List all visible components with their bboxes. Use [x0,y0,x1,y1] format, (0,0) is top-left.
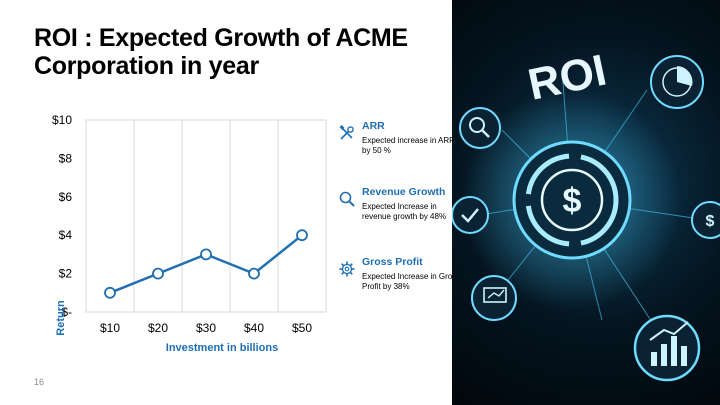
legend-title: Revenue Growth [362,186,446,198]
slide-title: ROI : Expected Growth of ACME Corporatio… [34,24,408,80]
tools-icon [339,125,354,140]
pie-chart-icon [650,55,704,109]
y-tick-label: $6 [59,190,73,204]
y-axis-label: Return [55,300,67,336]
plot-area [85,119,327,313]
x-tick-label: $10 [100,321,120,335]
x-tick-label: $50 [292,321,312,335]
series-line [109,234,303,294]
data-point [104,286,116,299]
roi-illustration: ROI $ $ [452,46,720,382]
y-tick-label: $- [61,305,72,319]
legend-title: Gross Profit [362,256,423,268]
coin-glyph: $ [706,213,715,230]
legend-description: Expected Increase in Gross Profit by 38% [362,272,461,291]
magnifier-icon [459,107,501,149]
checkmark-icon [452,196,489,234]
legend-description: Expected Increase in revenue growth by 4… [362,202,447,221]
bar-chart-icon [633,314,701,382]
page-number: 16 [34,377,45,387]
y-tick-label: $4 [59,228,73,242]
chart-canvas: $- $2 $4 $6 $8 $10 $10 $20 $30 $40 $50 [52,113,327,335]
legend-title: ARR [362,120,385,132]
y-tick-label: $2 [59,267,73,281]
y-tick-label: $8 [59,151,73,165]
data-point [200,248,212,261]
x-tick-label: $20 [148,321,168,335]
dollar-coin-icon: $ [691,201,720,239]
data-point [152,267,164,280]
dollar-glyph: $ [563,182,582,220]
magnifier-icon [339,191,355,207]
legend-description: Expected increase in ARR by 50 % [362,136,455,155]
presentation-icon [471,275,517,321]
gear-icon [339,261,355,277]
y-tick-label: $10 [52,113,72,127]
x-tick-label: $30 [196,321,216,335]
x-tick-label: $40 [244,321,264,335]
roi-line-chart: $- $2 $4 $6 $8 $10 $10 $20 $30 $40 $50 Return Inve… [36,104,336,354]
data-point [296,229,308,242]
roi-hero-image: ROI $ $ [452,0,720,405]
data-point [248,267,260,280]
x-axis-label: Investment in billions [165,342,279,354]
